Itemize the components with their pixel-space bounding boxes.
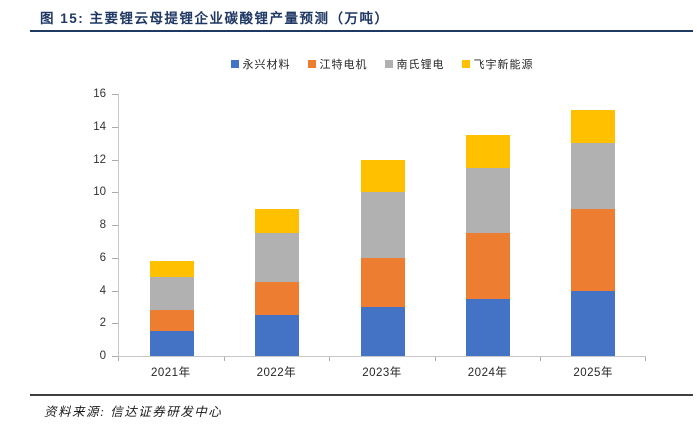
y-axis-tick — [112, 159, 118, 161]
legend: 永兴材料 江特电机 南氏锂电 飞宇新能源 — [118, 56, 646, 72]
x-axis-labels: 2021年 2022年 2023年 2024年 2025年 — [118, 364, 646, 380]
y-axis-label: 12 — [93, 153, 106, 166]
x-axis-tick — [540, 357, 542, 361]
bar-segment-永兴材料 — [571, 290, 616, 356]
title-underline — [30, 30, 693, 32]
y-axis-tick — [112, 225, 118, 226]
source-caption: 资料来源: 信达证券研发中心 — [44, 405, 223, 419]
y-axis-tick — [112, 94, 118, 95]
y-axis-label: 8 — [99, 219, 106, 231]
bar-segment-江特电机 — [255, 282, 300, 316]
y-axis-tick — [112, 356, 118, 357]
legend-swatch-icon — [307, 60, 316, 68]
bar-segment-飞宇新能源 — [255, 208, 300, 234]
x-axis-tick — [329, 357, 331, 361]
bar-segment-江特电机 — [465, 233, 510, 299]
y-axis-tick — [112, 126, 118, 128]
legend-label: 南氏锂电 — [396, 59, 445, 71]
y-axis-tick — [112, 323, 118, 325]
legend-label: 飞宇新能源 — [473, 59, 534, 71]
y-axis-label: 16 — [93, 88, 106, 100]
bar-segment-江特电机 — [149, 310, 194, 332]
source-divider — [30, 394, 693, 396]
bar-segment-南氏锂电 — [255, 233, 300, 283]
legend-swatch-icon — [461, 60, 470, 68]
y-axis-labels: 0 2 4 6 8 10 12 14 16 — [58, 88, 106, 362]
bar-segment-飞宇新能源 — [149, 261, 194, 278]
bar-segment-永兴材料 — [465, 298, 510, 356]
bar-segment-永兴材料 — [360, 306, 405, 356]
bar-group-2025年 — [541, 94, 646, 356]
y-axis-ticks — [112, 94, 118, 357]
stacked-bar-2024年 — [465, 134, 510, 356]
y-axis-tick — [112, 192, 118, 194]
legend-item-4: 飞宇新能源 — [461, 56, 534, 72]
stacked-bar-2025年 — [571, 110, 616, 356]
bar-segment-永兴材料 — [149, 331, 194, 356]
plot-area — [118, 94, 646, 357]
y-axis-tick — [112, 290, 118, 292]
bar-segment-飞宇新能源 — [360, 159, 405, 193]
bar-segment-永兴材料 — [255, 315, 300, 356]
x-axis-tick — [118, 357, 119, 361]
y-axis-tick — [112, 257, 118, 259]
bar-segment-南氏锂电 — [360, 192, 405, 258]
stacked-bar-2023年 — [360, 159, 405, 356]
legend-label: 江特电机 — [319, 59, 368, 71]
x-axis-label-2022年: 2022年 — [256, 367, 297, 379]
x-axis-tick — [434, 357, 436, 361]
y-axis-label: 14 — [93, 120, 106, 133]
y-axis-label: 0 — [99, 350, 106, 362]
bar-group-2022年 — [224, 94, 329, 356]
bar-group-2021年 — [119, 94, 224, 356]
x-axis-tick — [645, 357, 646, 361]
figure-title: 图 15: 主要锂云母提锂企业碳酸锂产量预测（万吨） — [40, 11, 390, 26]
stacked-bar-2021年 — [149, 261, 194, 356]
legend-swatch-icon — [230, 60, 239, 68]
x-axis-label-2025年: 2025年 — [573, 367, 613, 379]
legend-item-1: 永兴材料 — [230, 56, 291, 72]
x-axis-label-2021年: 2021年 — [151, 367, 191, 379]
bar-segment-江特电机 — [360, 257, 405, 307]
x-axis-label-2023年: 2023年 — [362, 367, 402, 379]
y-axis-label: 6 — [99, 251, 106, 264]
legend-label: 永兴材料 — [242, 59, 291, 71]
bar-segment-南氏锂电 — [571, 143, 616, 209]
bar-segment-飞宇新能源 — [571, 110, 616, 144]
legend-item-3: 南氏锂电 — [384, 56, 445, 72]
y-axis-label: 10 — [93, 186, 106, 199]
x-axis-ticks — [118, 357, 646, 361]
stacked-bar-2022年 — [255, 208, 300, 356]
y-axis-label: 2 — [99, 317, 106, 330]
x-axis-label-2024年: 2024年 — [467, 367, 508, 379]
y-axis-label: 4 — [99, 284, 106, 297]
bar-segment-南氏锂电 — [149, 277, 194, 311]
bar-group-2023年 — [330, 94, 435, 356]
bar-group-2024年 — [435, 94, 540, 356]
legend-swatch-icon — [384, 60, 393, 68]
bar-segment-南氏锂电 — [465, 167, 510, 234]
x-axis-tick — [223, 357, 225, 361]
bar-segment-江特电机 — [571, 208, 616, 291]
bar-segment-飞宇新能源 — [465, 134, 510, 168]
legend-item-2: 江特电机 — [307, 56, 368, 72]
